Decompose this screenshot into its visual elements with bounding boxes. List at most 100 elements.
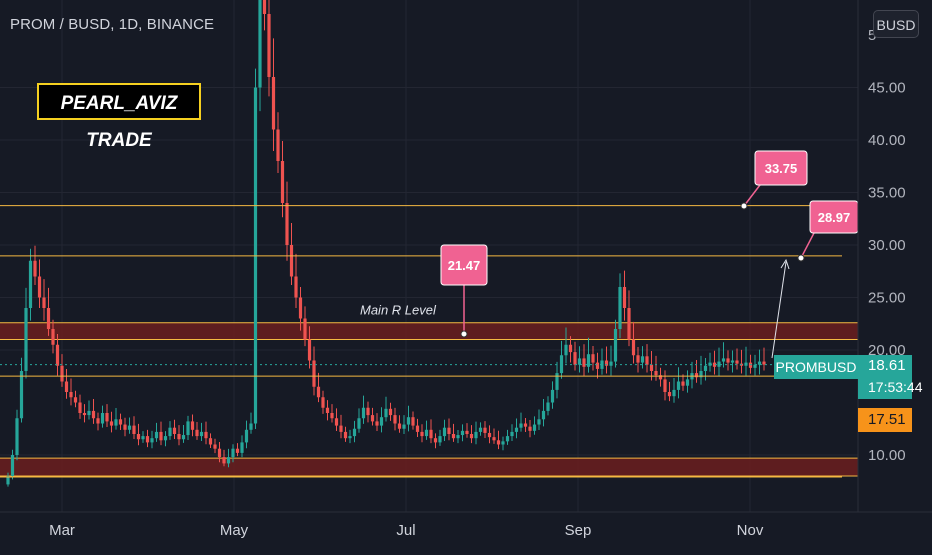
- callout-tail: [800, 232, 815, 259]
- candle-body: [703, 365, 708, 371]
- candle-body: [510, 431, 514, 437]
- candle-body: [442, 427, 447, 437]
- callout-box: [440, 244, 488, 286]
- callout-anchor-dot: [797, 254, 805, 262]
- price-axis-label: 20.00: [868, 342, 906, 359]
- candle-body: [46, 308, 51, 329]
- candle-body: [73, 397, 78, 403]
- annotation-layer: Main R Level 21.47 33.75 28.97: [360, 150, 859, 359]
- callout-anchor-dot: [740, 202, 748, 210]
- callout-tail: [743, 184, 761, 207]
- resistance-zone-0: [0, 322, 858, 340]
- candle-body: [114, 419, 118, 426]
- currency-button[interactable]: BUSD: [873, 10, 919, 38]
- last-price-value: 18.61: [868, 357, 906, 374]
- candle-body: [91, 410, 96, 419]
- symbol-title[interactable]: PROM / BUSD, 1D, BINANCE: [10, 16, 215, 33]
- callout-box: [754, 150, 808, 186]
- candle-body: [285, 203, 289, 245]
- candle-body: [105, 413, 109, 422]
- candle-body: [123, 424, 127, 430]
- candle-body: [348, 436, 352, 439]
- candle-body: [222, 457, 226, 464]
- candle-body: [753, 364, 757, 368]
- candle-body: [181, 435, 186, 440]
- candle-body: [478, 427, 483, 432]
- candle-body: [343, 431, 348, 439]
- time-axis-bg: [0, 512, 932, 550]
- candle-body: [244, 429, 249, 443]
- candle-body: [415, 425, 420, 432]
- candle-body: [334, 418, 339, 426]
- candle-body: [312, 360, 316, 387]
- candle-body: [55, 344, 60, 366]
- candle-body: [424, 429, 429, 437]
- candle-body: [627, 308, 631, 340]
- candle-body: [537, 419, 541, 425]
- candle-body: [393, 415, 397, 424]
- resistance-zone-1: [0, 458, 858, 476]
- candle-body: [604, 360, 609, 366]
- candle-body: [316, 386, 321, 398]
- projection-arrow: [771, 261, 787, 359]
- candle-body: [622, 287, 627, 308]
- candle-body: [685, 379, 690, 386]
- callout-label: 21.47: [448, 258, 481, 273]
- candle-body: [429, 429, 433, 439]
- candle-body: [699, 371, 703, 378]
- price-axis-bg: [858, 0, 932, 550]
- candle-body: [762, 361, 766, 365]
- candle-body: [591, 354, 595, 363]
- price-axis-label-cut: 5: [868, 27, 876, 44]
- candle-body: [496, 440, 501, 445]
- candle-body: [528, 426, 532, 431]
- candle-body: [645, 356, 649, 365]
- candle-body: [235, 448, 240, 453]
- candle-body: [24, 308, 28, 371]
- price-callout: 28.97: [797, 200, 859, 262]
- candle-body: [730, 360, 735, 363]
- candle-body: [654, 371, 658, 376]
- candle-body: [307, 339, 312, 361]
- candle-body: [267, 14, 271, 77]
- candle-body: [159, 431, 163, 441]
- candle-body: [69, 392, 73, 398]
- brand-watermark: PEARL_AVIZ TRADE: [37, 83, 201, 151]
- candle-body: [388, 408, 393, 416]
- candle-body: [609, 361, 613, 366]
- candle-body: [546, 402, 550, 411]
- candle-body: [186, 421, 190, 436]
- level-layer: [0, 205, 858, 478]
- candle-body: [294, 276, 298, 298]
- candle-body: [582, 358, 586, 367]
- candle-body: [60, 365, 64, 382]
- candle-body: [109, 421, 114, 426]
- candle-body: [258, 0, 262, 88]
- candle-layer: [6, 0, 766, 487]
- candle-body: [87, 410, 91, 416]
- candle-body: [177, 434, 181, 440]
- candle-body: [276, 129, 280, 161]
- candle-body: [64, 381, 69, 392]
- candle-body: [712, 362, 717, 367]
- candle-body: [154, 431, 159, 439]
- candle-body: [280, 161, 285, 203]
- candle-body: [100, 413, 105, 424]
- last-price-symbol-tag: PROMBUSD: [774, 355, 858, 379]
- candle-body: [640, 356, 645, 363]
- time-axis-label: Nov: [737, 522, 764, 539]
- candle-body: [208, 438, 213, 445]
- candle-body: [636, 355, 640, 363]
- candle-body: [190, 421, 195, 430]
- price-axis-label: 45.00: [868, 80, 906, 97]
- candle-body: [456, 435, 460, 439]
- candle-body: [141, 436, 145, 440]
- candle-body: [672, 389, 676, 397]
- candle-body: [433, 438, 438, 443]
- candle-body: [694, 373, 699, 378]
- candle-body: [82, 413, 87, 416]
- candle-body: [19, 371, 24, 419]
